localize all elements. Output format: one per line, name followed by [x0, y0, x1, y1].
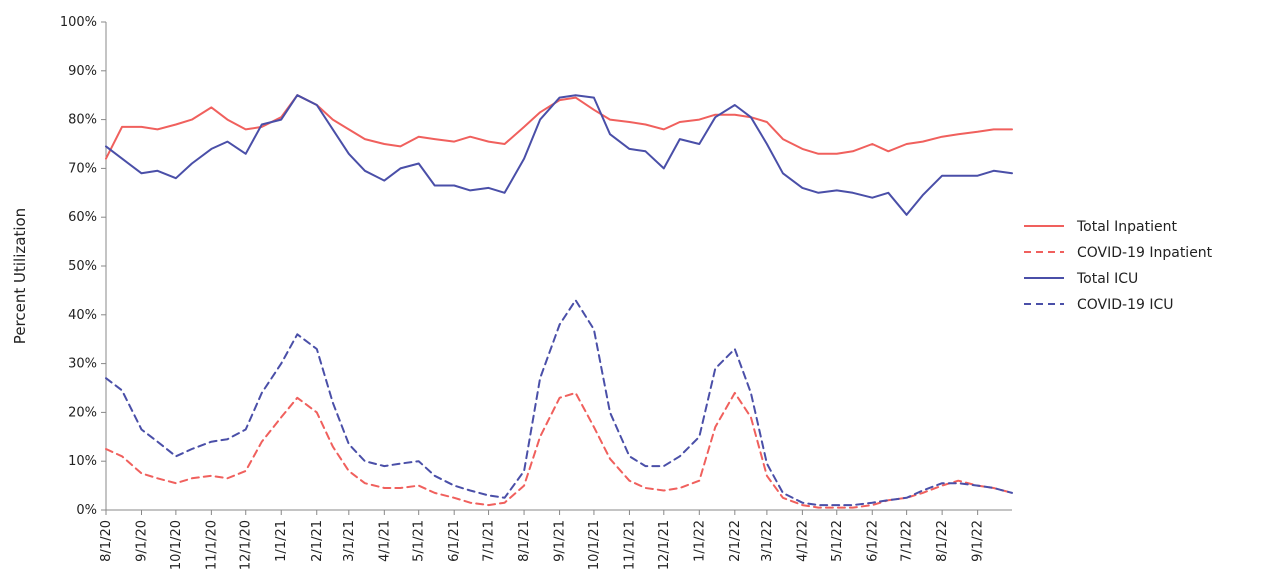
y-tick-label: 0%: [76, 503, 97, 518]
x-tick-label: 5/1/22: [830, 520, 845, 562]
legend: Total Inpatient COVID-19 Inpatient Total I…: [1024, 219, 1213, 313]
x-tick-label: 8/1/21: [517, 520, 532, 562]
y-tick-label: 80%: [68, 113, 97, 128]
x-tick-label: 1/1/22: [692, 520, 707, 562]
y-tick-label: 30%: [68, 357, 97, 372]
x-tick-label: 2/1/22: [728, 520, 743, 562]
x-tick-label: 3/1/22: [760, 520, 775, 562]
y-tick-label: 100%: [60, 15, 97, 30]
x-tick-label: 11/1/21: [622, 520, 637, 570]
y-tick-label: 10%: [68, 454, 97, 469]
x-tick-label: 3/1/21: [342, 520, 357, 562]
x-axis-ticks: 8/1/20 9/1/20 10/1/20 11/1/20 12/1/20 1/1/21 2…: [99, 510, 986, 570]
y-tick-label: 50%: [68, 259, 97, 274]
series-lines: [105, 94, 1013, 509]
x-tick-label: 10/1/21: [587, 520, 602, 570]
x-tick-label: 10/1/20: [169, 520, 184, 570]
x-tick-label: 4/1/22: [795, 520, 810, 562]
y-axis-title: Percent Utilization: [11, 208, 29, 344]
legend-label: COVID-19 Inpatient: [1077, 245, 1213, 261]
x-tick-label: 12/1/21: [657, 520, 672, 570]
x-tick-label: 7/1/22: [900, 520, 915, 562]
series-line-covid-19-inpatient: [105, 391, 1013, 509]
y-tick-label: 70%: [68, 161, 97, 176]
x-tick-label: 8/1/20: [99, 520, 114, 562]
x-tick-label: 11/1/20: [204, 520, 219, 570]
x-tick-label: 4/1/21: [377, 520, 392, 562]
x-tick-label: 8/1/22: [935, 520, 950, 562]
x-tick-label: 9/1/22: [971, 520, 986, 562]
x-tick-label: 9/1/20: [135, 520, 150, 562]
x-tick-label: 1/1/21: [274, 520, 289, 562]
y-tick-label: 20%: [68, 405, 97, 420]
x-tick-label: 6/1/21: [447, 520, 462, 562]
legend-label: Total Inpatient: [1076, 219, 1177, 235]
x-tick-label: 7/1/21: [482, 520, 497, 562]
x-tick-label: 12/1/20: [239, 520, 254, 570]
legend-label: Total ICU: [1076, 271, 1138, 287]
x-tick-label: 9/1/21: [553, 520, 568, 562]
x-tick-label: 2/1/21: [310, 520, 325, 562]
series-line-covid-19-icu: [105, 299, 1013, 507]
series-line-total-icu: [105, 94, 1013, 216]
y-tick-label: 90%: [68, 64, 97, 79]
y-tick-label: 60%: [68, 210, 97, 225]
series-line-total-inpatient: [105, 94, 1013, 160]
x-tick-label: 5/1/21: [412, 520, 427, 562]
y-tick-label: 40%: [68, 308, 97, 323]
x-tick-label: 6/1/22: [865, 520, 880, 562]
y-axis-ticks: 0% 10% 20% 30% 40% 50% 60% 70% 80% 90% 100%: [60, 15, 106, 518]
legend-label: COVID-19 ICU: [1077, 297, 1174, 313]
